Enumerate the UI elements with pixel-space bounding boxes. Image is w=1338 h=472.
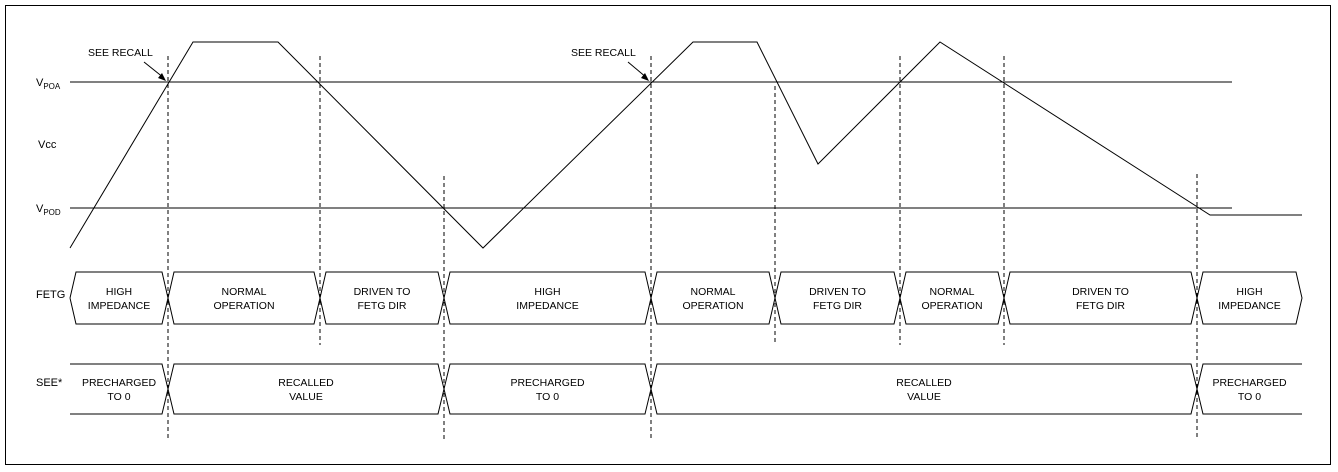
fetg-segment-label: OPERATION [682, 300, 743, 312]
fetg-segment-label: FETG DIR [1076, 300, 1125, 312]
vcc-label: Vcc [38, 139, 57, 151]
fetg-label: FETG [36, 289, 65, 301]
fetg-segment-label: IMPEDANCE [516, 300, 578, 312]
fetg-segment-label: IMPEDANCE [1218, 300, 1280, 312]
fetg-segment-label: DRIVEN TO [354, 286, 411, 298]
see-segment-label: VALUE [907, 391, 941, 403]
fetg-segment-label: DRIVEN TO [809, 286, 866, 298]
fetg-segment-label: HIGH [106, 286, 132, 298]
fetg-segment-label: HIGH [534, 286, 560, 298]
fetg-segment-label: FETG DIR [358, 300, 407, 312]
fetg-segment-label: FETG DIR [813, 300, 862, 312]
fetg-segment-label: NORMAL [930, 286, 975, 298]
fetg-segment-outline [69, 271, 169, 325]
fetg-segment-outline [1003, 271, 1198, 325]
see-segment-label: PRECHARGED [510, 377, 585, 389]
see-segment-label: TO 0 [1238, 391, 1261, 403]
fetg-segment-outline [1196, 271, 1303, 325]
fetg-segment-outline [319, 271, 445, 325]
see-segment-outline [167, 363, 445, 415]
arrowhead-icon [158, 73, 166, 81]
fetg-segment-label: HIGH [1236, 286, 1262, 298]
see-segment-outline [70, 363, 169, 415]
see-label: SEE* [36, 377, 63, 389]
fetg-segment-label: DRIVEN TO [1072, 286, 1129, 298]
see-bus: PRECHARGED TO 0 RECALLED VALUE PRECHARGED TO … [70, 363, 1302, 415]
arrowhead-icon [641, 73, 649, 81]
fetg-segment-label: NORMAL [691, 286, 736, 298]
fetg-segment-outline [650, 271, 776, 325]
fetg-segment-outline [443, 271, 652, 325]
fetg-segment-outline [899, 271, 1005, 325]
see-segment-label: PRECHARGED [82, 377, 157, 389]
fetg-segment-label: NORMAL [222, 286, 267, 298]
see-segment-label: RECALLED [278, 377, 334, 389]
fetg-segment-label: IMPEDANCE [88, 300, 150, 312]
see-recall-annotation: SEE RECALL [571, 47, 636, 59]
see-segment-outline [1196, 363, 1302, 415]
fetg-bus: HIGH IMPEDANCE NORMAL OPERATION DRIVEN TO FET… [69, 271, 1303, 325]
fetg-segment-label: OPERATION [921, 300, 982, 312]
see-segment-label: VALUE [289, 391, 323, 403]
see-segment-label: PRECHARGED [1212, 377, 1287, 389]
fetg-segment-outline [167, 271, 321, 325]
vpod-label: VPOD [36, 203, 61, 217]
see-segment-label: RECALLED [896, 377, 952, 389]
see-segment-label: TO 0 [536, 391, 559, 403]
see-segment-outline [443, 363, 652, 415]
see-segment-label: TO 0 [107, 391, 130, 403]
vcc-waveform [69, 41, 1302, 249]
diagram-frame [5, 5, 1331, 465]
fetg-segment-label: OPERATION [213, 300, 274, 312]
vpoa-label: VPOA [36, 77, 61, 91]
fetg-segment-outline [774, 271, 901, 325]
see-segment-outline [650, 363, 1198, 415]
see-recall-annotation: SEE RECALL [88, 47, 153, 59]
